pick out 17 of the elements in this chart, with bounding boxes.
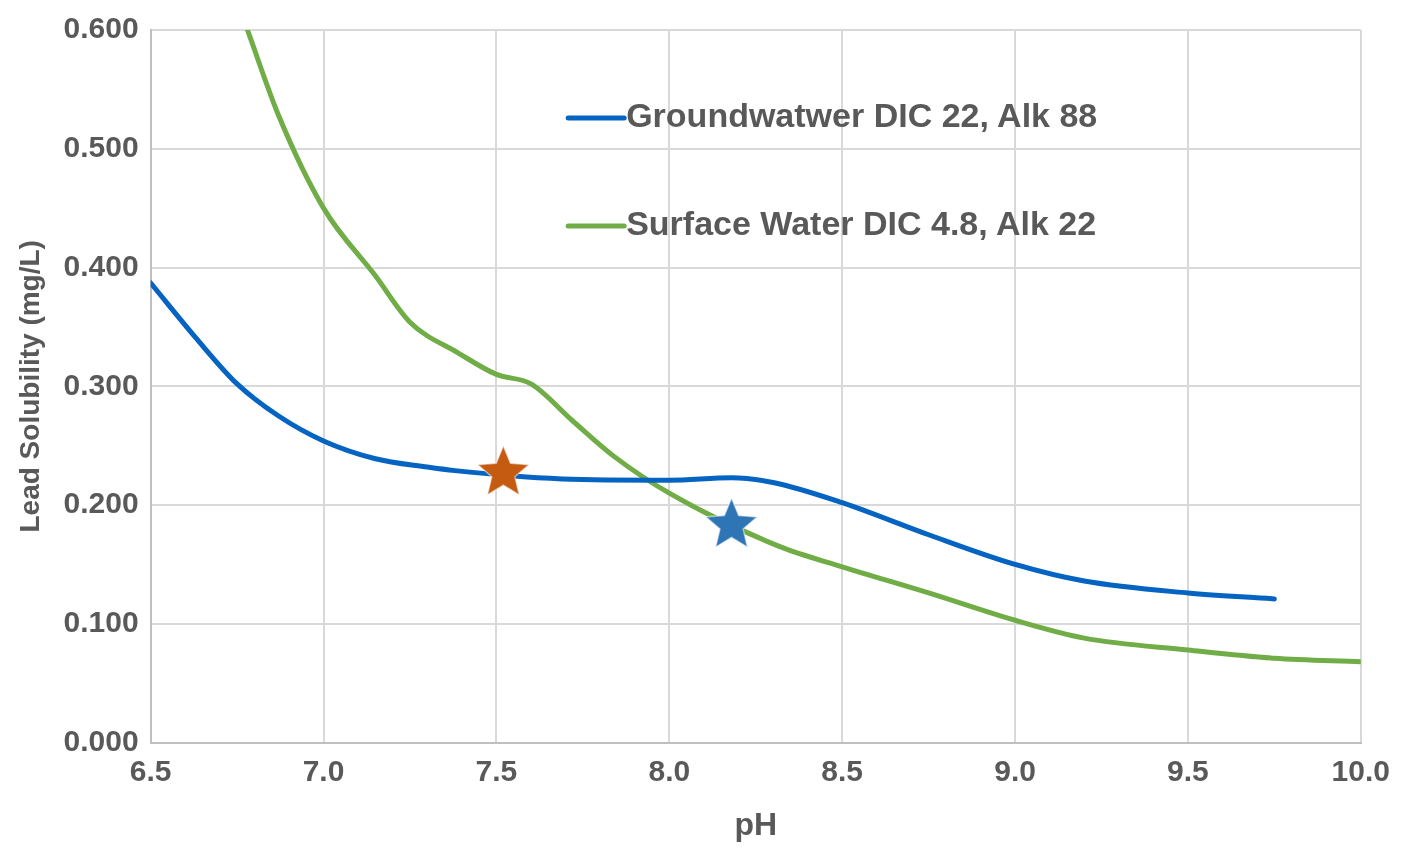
legend-label: Surface Water DIC 4.8, Alk 22 [626,204,1097,243]
y-tick-label: 0.300 [63,367,139,401]
y-tick-label: 0.200 [63,486,139,520]
x-axis-title: pH [734,805,778,842]
x-tick-label: 10.0 [1331,753,1390,787]
x-tick-label: 7.5 [475,753,518,787]
x-tick-label: 7.0 [302,753,345,787]
y-tick-label: 0.600 [63,11,139,45]
y-tick-label: 0.100 [63,605,139,639]
x-tick-label: 8.5 [821,753,864,787]
y-tick-label: 0.400 [63,248,139,282]
legend-label: Groundwatwer DIC 22, Alk 88 [626,96,1098,135]
x-tick-label: 9.0 [994,753,1036,787]
x-tick-label: 9.5 [1167,753,1209,787]
y-axis-title: Lead Solubility (mg/L) [13,240,45,533]
x-tick-label: 8.0 [648,753,691,787]
y-tick-label: 0.500 [63,130,139,164]
